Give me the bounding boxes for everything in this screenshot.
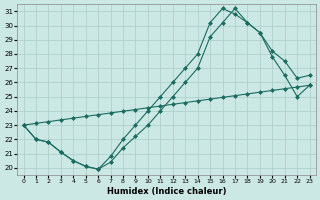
X-axis label: Humidex (Indice chaleur): Humidex (Indice chaleur): [107, 187, 226, 196]
